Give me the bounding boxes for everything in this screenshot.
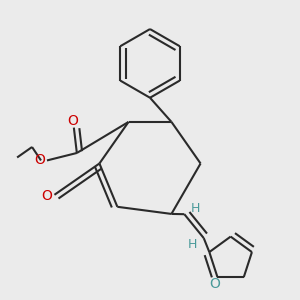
Text: O: O (209, 277, 220, 291)
Text: H: H (191, 202, 200, 215)
Text: O: O (34, 153, 45, 166)
Text: O: O (67, 114, 78, 128)
Text: O: O (41, 189, 52, 203)
Text: H: H (188, 238, 197, 251)
